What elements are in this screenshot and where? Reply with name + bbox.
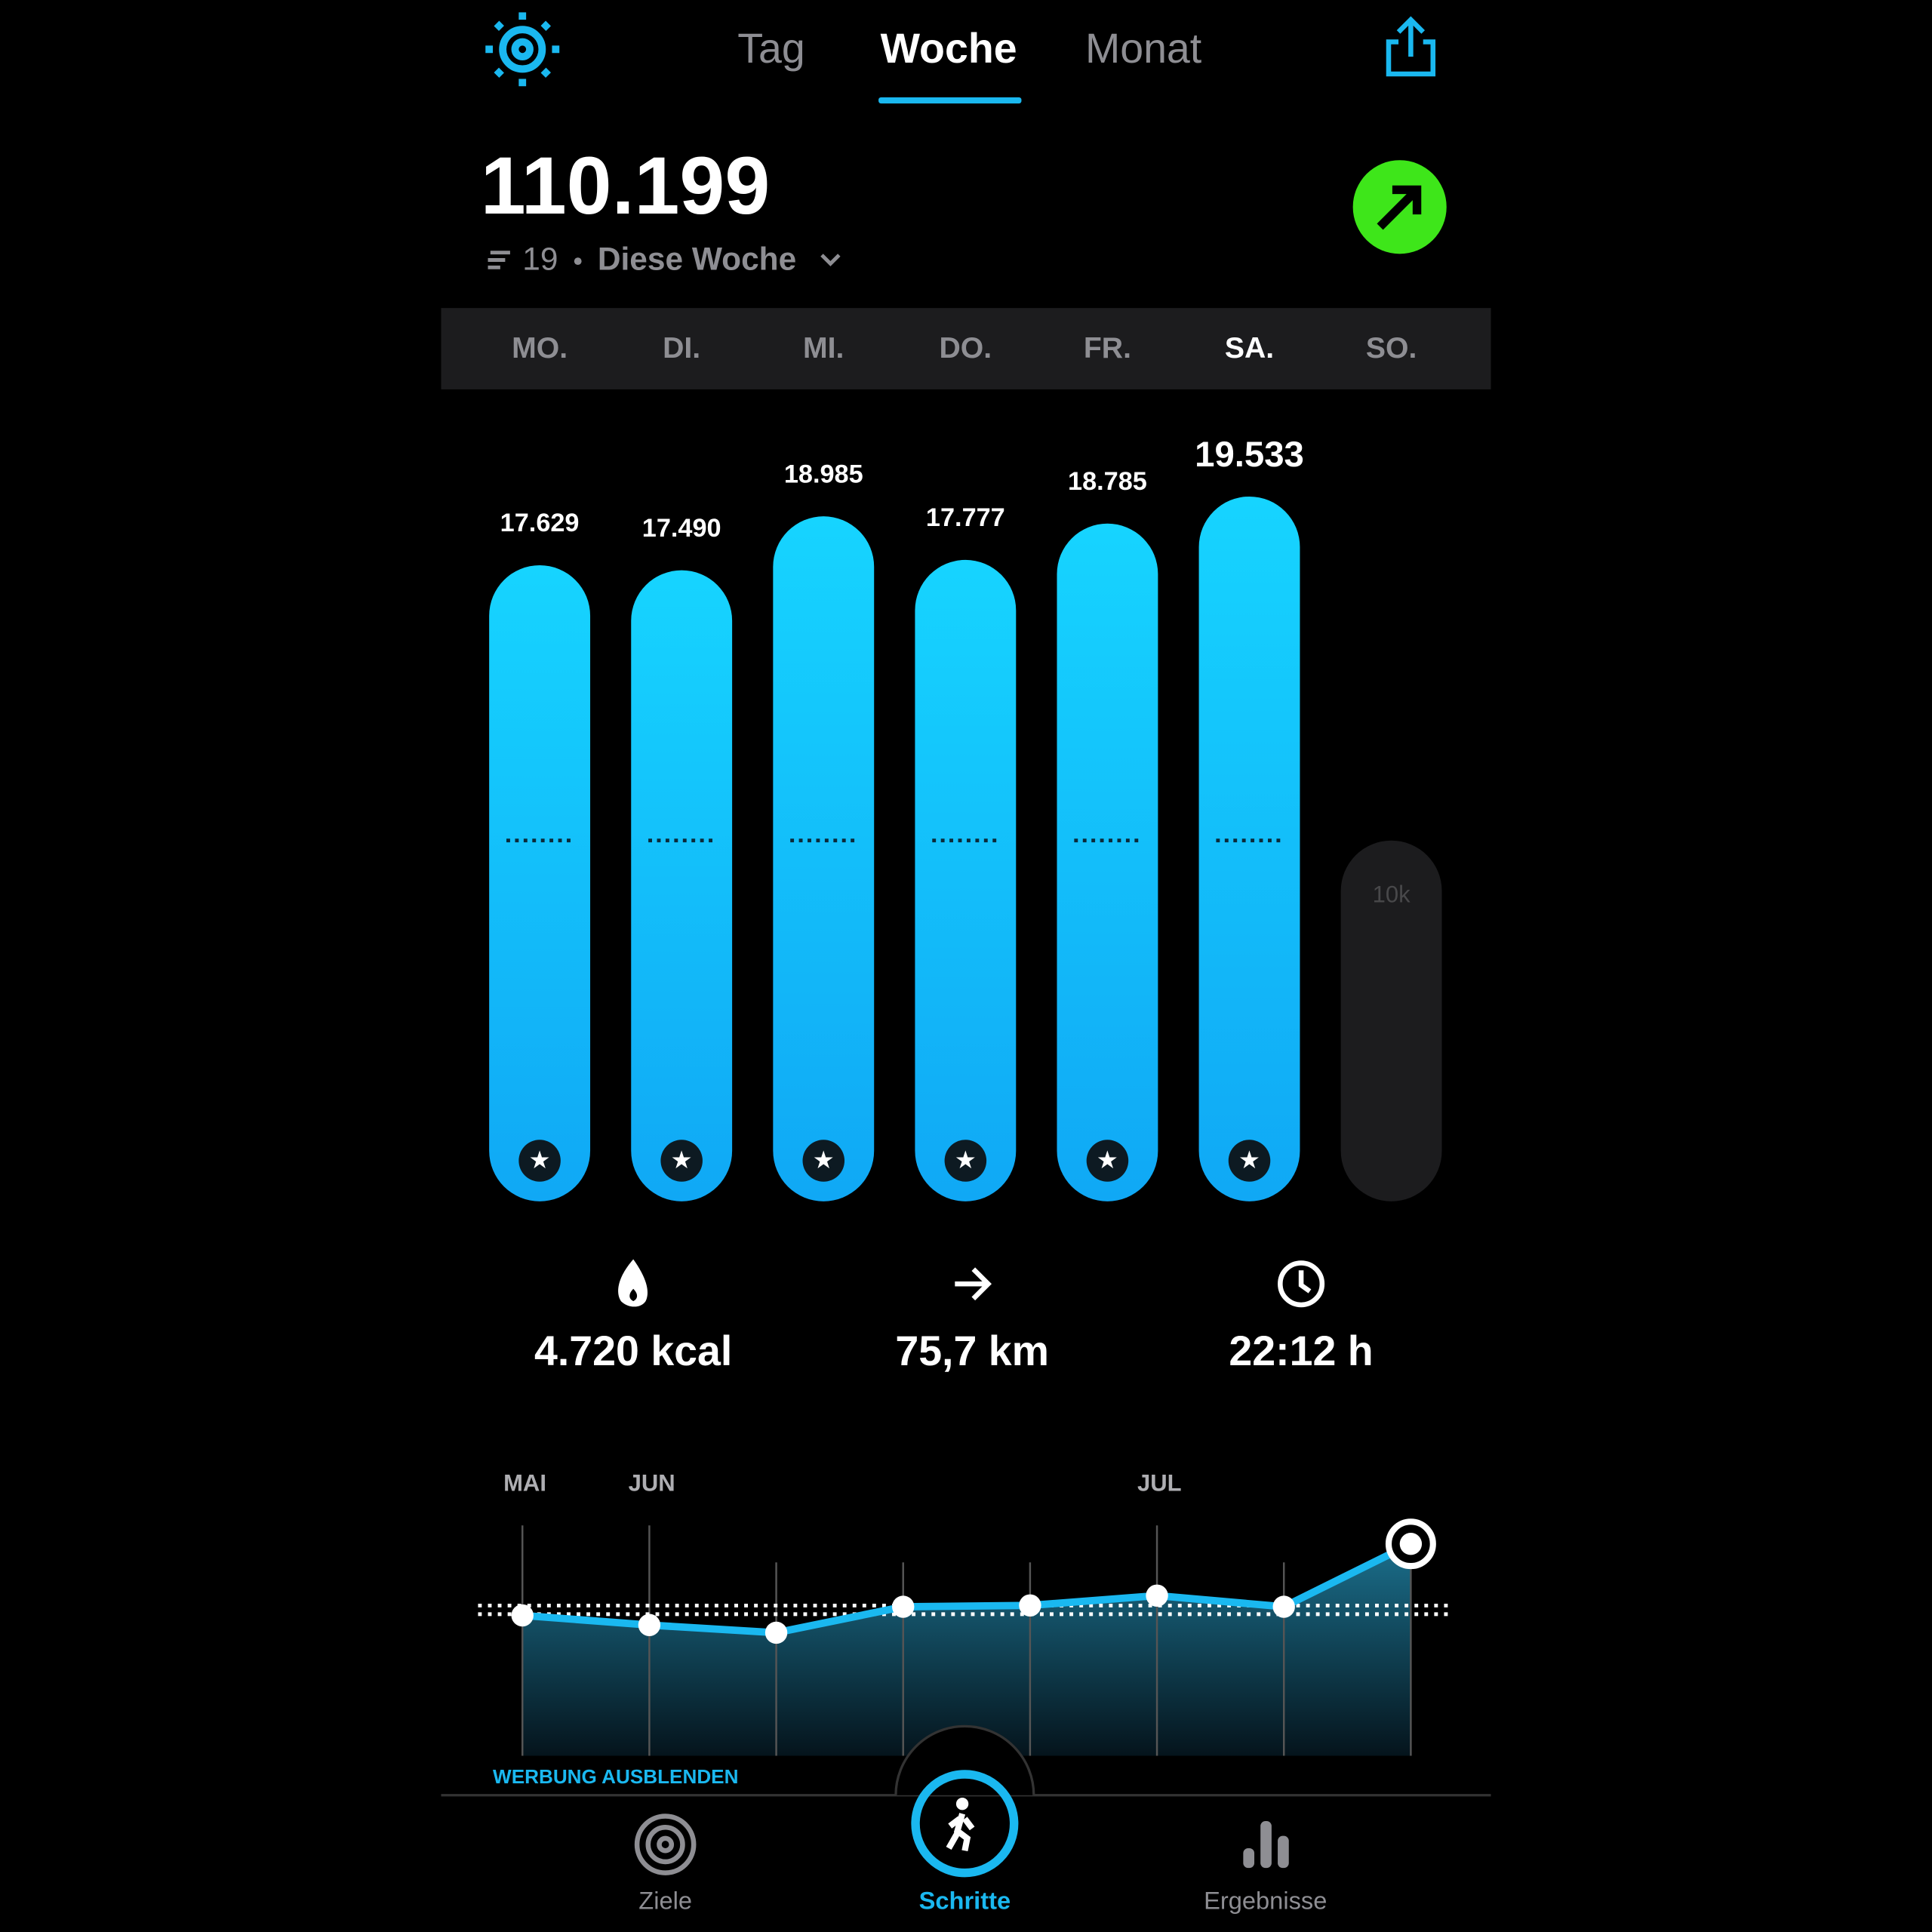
trend-point: [638, 1614, 661, 1636]
week-number: 19: [522, 241, 558, 276]
distance-icon: [955, 1267, 992, 1301]
bar-value: 17.490: [642, 514, 721, 543]
tab[interactable]: Tag: [737, 25, 804, 72]
goal-bar: [1340, 840, 1442, 1201]
goals-icon[interactable]: [634, 1814, 697, 1875]
bar: [1198, 496, 1300, 1201]
star-badge: [1086, 1140, 1129, 1182]
trend-point: [1146, 1584, 1168, 1607]
trend-area: [522, 1543, 1411, 1756]
star-badge: [802, 1140, 845, 1182]
day-header: [441, 308, 1491, 389]
trend-badge[interactable]: [1352, 160, 1447, 254]
flame-icon: [618, 1259, 648, 1307]
star-badge: [518, 1140, 561, 1182]
trend-line: [521, 1540, 1413, 1637]
star: ★: [1097, 1146, 1118, 1174]
bar: [915, 559, 1017, 1201]
trend-point: [1019, 1594, 1041, 1617]
star: ★: [955, 1146, 977, 1174]
bar: [631, 570, 733, 1201]
star: ★: [813, 1146, 835, 1174]
trend-point: [764, 1621, 788, 1644]
star-badge: [660, 1140, 703, 1182]
total-steps: 110.199: [481, 140, 771, 231]
stat: 4.720 kcal: [534, 1327, 732, 1374]
day-label: SO.: [1366, 332, 1417, 365]
star-badge: [1228, 1140, 1271, 1182]
star: ★: [1238, 1146, 1260, 1174]
results-icon[interactable]: [1243, 1821, 1289, 1869]
separator: [574, 257, 582, 266]
bar: [773, 516, 875, 1201]
day-label: DO.: [940, 332, 992, 365]
trend-point: [1272, 1595, 1295, 1618]
bar-value: 18.985: [784, 460, 863, 488]
share-icon[interactable]: [1386, 16, 1436, 77]
clock-icon: [1278, 1260, 1325, 1308]
trend-point: [1399, 1533, 1423, 1555]
month-label: JUN: [629, 1470, 675, 1497]
star-badge: [944, 1140, 987, 1182]
month-label: MAI: [503, 1470, 546, 1497]
bar-value: 17.629: [500, 509, 580, 537]
steps-nav-button[interactable]: [894, 1724, 1035, 1878]
stat: 75,7 km: [895, 1327, 1049, 1374]
goal-label: 10k: [1373, 881, 1411, 907]
day-label: DI.: [663, 332, 700, 365]
bar-value: 19.533: [1195, 435, 1304, 475]
day-label: MI.: [803, 332, 844, 365]
settings-icon[interactable]: [485, 12, 560, 87]
bar: [489, 565, 591, 1201]
tab-active[interactable]: Woche: [881, 25, 1017, 72]
bar-value: 17.777: [926, 503, 1005, 532]
star: ★: [528, 1146, 550, 1174]
nav-label[interactable]: Ergebnisse: [1204, 1886, 1327, 1914]
day-label: MO.: [512, 332, 568, 365]
list-icon: [488, 251, 510, 269]
bar-value: 18.785: [1068, 467, 1147, 496]
bar: [1057, 523, 1158, 1201]
ad-link[interactable]: WERBUNG AUSBLENDEN: [493, 1765, 738, 1788]
nav-label[interactable]: Ziele: [638, 1886, 692, 1914]
day-label: SA.: [1225, 332, 1274, 365]
period-selector[interactable]: Diese Woche: [598, 241, 796, 276]
stat: 22:12 h: [1229, 1327, 1373, 1374]
star: ★: [671, 1146, 693, 1174]
tab[interactable]: Monat: [1085, 25, 1202, 72]
tab-indicator: [878, 97, 1022, 104]
month-label: JUL: [1137, 1470, 1182, 1497]
day-label: FR.: [1084, 332, 1131, 365]
trend-point: [511, 1604, 534, 1627]
chevron: [820, 254, 841, 266]
nav-label[interactable]: Schritte: [919, 1886, 1011, 1914]
trend-point: [892, 1595, 915, 1618]
